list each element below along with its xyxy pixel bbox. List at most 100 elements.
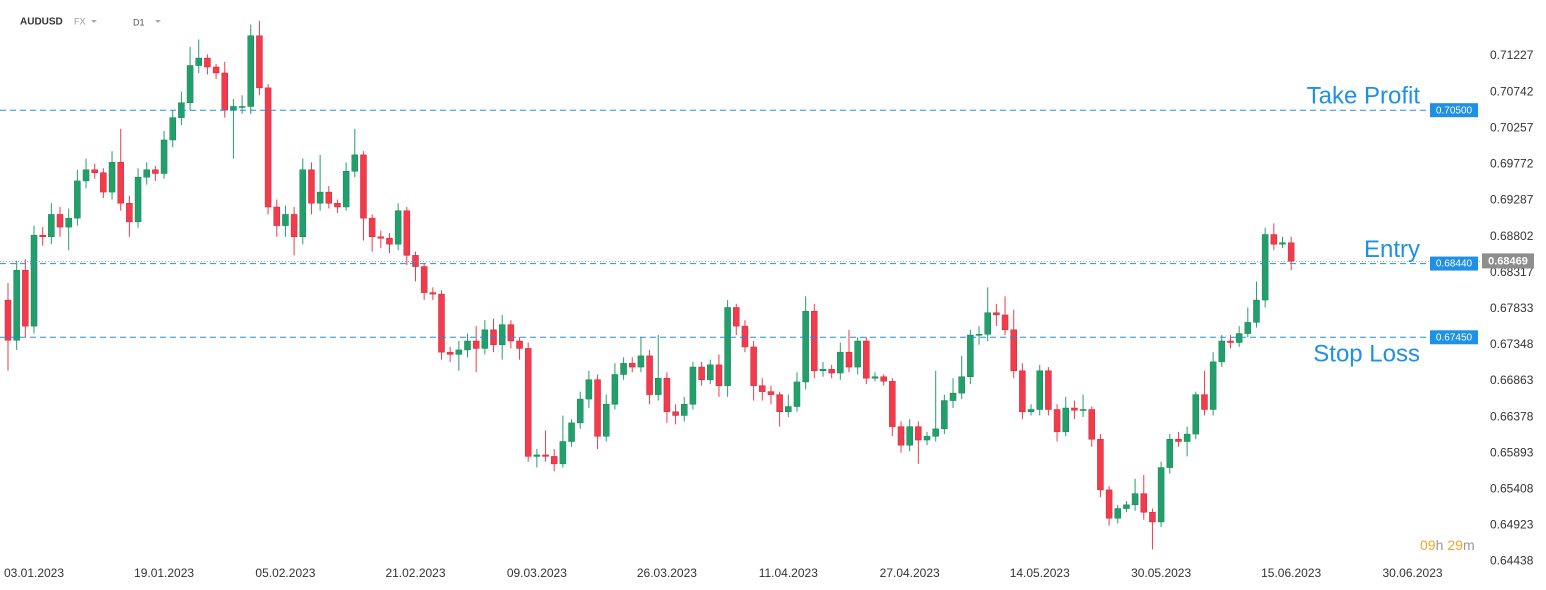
y-tick-label: 0.69772 (1490, 157, 1534, 171)
candle-body (1235, 333, 1243, 343)
candle-body (412, 255, 419, 267)
candle-body (1287, 242, 1295, 262)
candle-body (897, 426, 905, 446)
candle-body (299, 169, 307, 238)
candle-body (1045, 370, 1052, 410)
candle-body (420, 266, 428, 293)
y-tick-label: 0.70257 (1490, 120, 1534, 134)
candle-body (715, 364, 723, 386)
candle-body (282, 214, 289, 226)
candle-body (446, 351, 454, 355)
candle-body (316, 191, 324, 204)
candle-body (247, 35, 255, 107)
timer-unit: h (1436, 537, 1444, 553)
candle-body (542, 454, 549, 457)
x-tick-label: 03.01.2023 (4, 566, 64, 580)
candle-body (334, 203, 341, 208)
candle-body (993, 312, 1000, 316)
x-tick-label: 05.02.2023 (255, 566, 315, 580)
candle-body (13, 270, 20, 341)
candle-body (1227, 340, 1234, 343)
candle-body (1140, 493, 1148, 513)
candle-body (1019, 370, 1026, 412)
candle-body (377, 236, 385, 239)
x-tick-label: 27.04.2023 (880, 566, 940, 580)
candle-body (1071, 407, 1078, 411)
candle-body (238, 106, 246, 108)
candle-body (204, 57, 211, 68)
level-tag (1430, 256, 1478, 271)
y-tick-label: 0.65893 (1490, 445, 1534, 459)
candle-body (750, 346, 757, 386)
candle-body (871, 376, 879, 379)
candle-body (100, 172, 107, 193)
candle-body (915, 426, 922, 441)
candle-body (1036, 370, 1043, 410)
candle-body (1270, 234, 1278, 245)
candle-body (1157, 467, 1165, 523)
candle-body (1088, 409, 1095, 440)
candle-body (923, 436, 931, 441)
candle-body (1218, 340, 1226, 363)
candle-body (568, 422, 575, 442)
price-tag (1482, 253, 1534, 269)
candle-body (82, 169, 90, 182)
candle-body (169, 117, 176, 141)
candle-body (256, 35, 263, 89)
y-tick-label: 0.65408 (1490, 481, 1534, 495)
level-tag-label: 0.70500 (1436, 105, 1473, 116)
candle-body (221, 72, 228, 111)
level-name: Stop Loss (1313, 341, 1420, 368)
candle-body (672, 411, 679, 416)
x-tick-label: 21.02.2023 (385, 566, 445, 580)
x-tick-label: 19.01.2023 (134, 566, 194, 580)
candle-body (1209, 361, 1217, 410)
candle-body (264, 87, 272, 208)
candle-body (65, 217, 72, 228)
candle-body (56, 214, 64, 228)
candle-body (550, 456, 558, 465)
candle-body (811, 310, 818, 372)
candle-body (594, 379, 601, 437)
y-tick-label: 0.71227 (1490, 48, 1534, 62)
candle-body (767, 391, 775, 395)
candle-body (1149, 511, 1156, 523)
candle-body (152, 169, 159, 174)
dropdown-icon[interactable] (155, 20, 161, 23)
candle-body (663, 377, 671, 412)
candle-body (394, 210, 402, 245)
candle-body (455, 349, 463, 355)
candle-body (941, 400, 948, 430)
candle-body (949, 392, 957, 401)
candle-body (785, 406, 792, 412)
candle-body (273, 206, 281, 226)
candle-body (308, 169, 315, 204)
candle-body (1010, 329, 1017, 372)
candle-body (39, 235, 46, 238)
dropdown-icon[interactable] (91, 20, 97, 23)
x-tick-label: 11.04.2023 (759, 566, 818, 580)
candle-body (880, 376, 887, 382)
candle-body (1053, 409, 1061, 433)
candle-body (134, 176, 142, 223)
candle-body (646, 355, 653, 395)
candle-body (230, 106, 237, 111)
candle-body (733, 307, 740, 327)
candle-body (1001, 314, 1009, 331)
candle-body (91, 169, 98, 173)
candle-body (524, 348, 532, 457)
candle-body (386, 238, 393, 245)
y-tick-label: 0.69287 (1490, 193, 1534, 207)
candle-body (845, 351, 853, 368)
timer-minutes: 29 (1447, 537, 1463, 553)
candle-body (889, 380, 896, 427)
candle-body (984, 312, 991, 335)
candle-body (975, 334, 983, 336)
candle-body (1253, 299, 1260, 323)
x-tick-label: 15.06.2023 (1261, 566, 1321, 580)
candle-body (1062, 407, 1069, 433)
candle-body (403, 210, 411, 256)
candle-body (117, 162, 124, 204)
timer-hours: 09 (1420, 537, 1436, 553)
candle-body (126, 203, 133, 223)
